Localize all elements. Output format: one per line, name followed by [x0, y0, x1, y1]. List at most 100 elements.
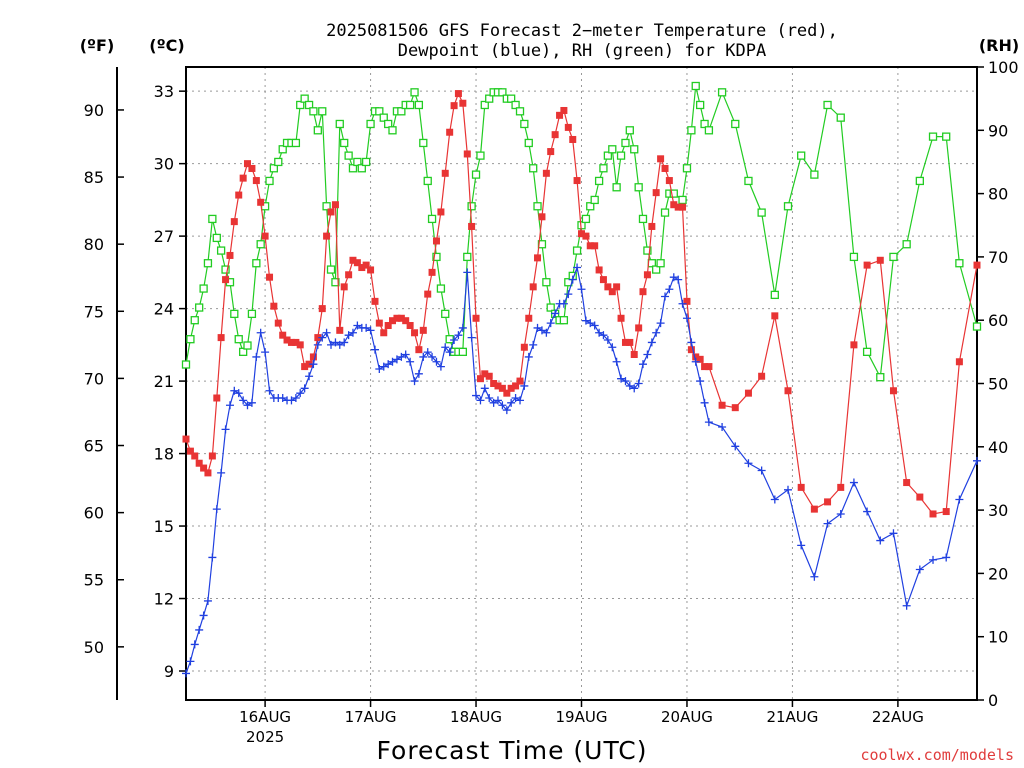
dewpoint-series [182, 263, 981, 678]
rh-point [955, 259, 964, 268]
rh-point [691, 81, 700, 91]
rh-tick-label: 100 [988, 58, 1019, 77]
temperature-point [973, 261, 981, 269]
rh-point [660, 208, 670, 217]
dewpoint-point [353, 321, 362, 330]
dewpoint-point [322, 328, 331, 337]
dewpoint-point [915, 565, 924, 574]
rh-point [423, 176, 432, 186]
dewpoint-point [243, 401, 252, 410]
dewpoint-point [370, 345, 379, 354]
rh-point [533, 202, 542, 211]
temperature-point [353, 259, 361, 267]
rh-point [915, 176, 924, 186]
dewpoint-point [757, 466, 766, 475]
rh-point [485, 94, 494, 103]
celsius-tick-label: 15 [154, 517, 174, 536]
rh-point [507, 94, 516, 103]
temperature-point [375, 319, 383, 327]
dewpoint-point [568, 275, 577, 284]
dewpoint-point [256, 328, 265, 337]
dewpoint-point [335, 340, 344, 349]
temperature-point [731, 404, 739, 412]
dewpoint-point [392, 355, 401, 364]
rh-point [375, 107, 384, 116]
rh-point [379, 113, 388, 122]
temperature-point [340, 283, 348, 291]
temperature-point [916, 493, 924, 501]
dewpoint-point [599, 331, 608, 340]
dewpoint-point [388, 357, 397, 366]
chart-title: 2025081506 GFS Forecast 2−meter Temperat… [326, 21, 838, 41]
temperature-point [301, 363, 309, 371]
rh-point [942, 132, 951, 141]
dewpoint-point [428, 352, 437, 361]
dewpoint-point [612, 357, 621, 366]
dewpoint-point [318, 333, 327, 342]
dewpoint-point [401, 350, 410, 359]
rh-point [559, 316, 569, 325]
temperature-point [692, 353, 700, 361]
temperature-point [323, 232, 331, 240]
rh-series [181, 81, 982, 382]
rh-point [797, 151, 806, 160]
temperature-point [595, 266, 603, 274]
temperature-point [292, 338, 300, 346]
rh-point [340, 138, 349, 148]
temperature-point [564, 123, 572, 131]
temperature-point [226, 251, 234, 259]
dewpoint-point [261, 348, 270, 357]
temperature-point [929, 510, 937, 518]
temperature-point [283, 336, 291, 344]
y-axis-celsius: 9 12 15 18 21 24 27 30 33 [154, 82, 186, 681]
dewpoint-point [608, 343, 617, 352]
rh-point [656, 259, 665, 268]
rh-point [348, 164, 358, 173]
dewpoint-point [810, 572, 819, 581]
rh-tick-label: 0 [988, 691, 998, 710]
rh-point [599, 164, 608, 173]
temperature-point [279, 331, 287, 339]
temperature-point [617, 314, 625, 322]
dewpoint-point [678, 299, 687, 308]
rh-point [520, 119, 529, 129]
rh-point [208, 214, 217, 224]
dewpoint-point [239, 396, 248, 405]
grid-lines [186, 67, 977, 700]
rh-point [344, 151, 353, 160]
dewpoint-point [704, 418, 713, 427]
rh-tick-label: 30 [988, 501, 1008, 520]
dewpoint-point [700, 398, 709, 407]
dewpoint-point [665, 285, 674, 294]
temperature-point [441, 169, 449, 177]
rh-point [296, 100, 305, 110]
dewpoint-point [472, 391, 481, 400]
rh-point [309, 107, 318, 116]
temperature-point [569, 135, 577, 143]
dewpoint-point [234, 389, 243, 398]
temperature-point [674, 203, 682, 211]
rh-point [221, 265, 230, 274]
rh-tick-label: 20 [988, 564, 1008, 583]
y-axis-fahrenheit-unit: (ºF) [80, 36, 115, 55]
dewpoint-point [203, 596, 212, 605]
rh-point [581, 214, 591, 224]
temperature-point [406, 322, 414, 330]
dewpoint-point [863, 507, 872, 516]
dewpoint-point [630, 384, 639, 393]
temperature-point [384, 322, 392, 330]
rh-point [546, 303, 555, 312]
temperature-point [446, 128, 454, 136]
rh-point [630, 145, 639, 154]
temperature-point [665, 177, 673, 185]
dewpoint-point [564, 290, 573, 299]
rh-point [498, 88, 507, 97]
dewpoint-point [691, 357, 700, 366]
dewpoint-point [476, 396, 485, 405]
temperature-point [643, 271, 651, 279]
temperature-point [437, 208, 445, 216]
temperature-point [349, 256, 357, 264]
temperature-point [621, 338, 629, 346]
rh-point [427, 214, 437, 224]
rh-point [652, 265, 661, 274]
